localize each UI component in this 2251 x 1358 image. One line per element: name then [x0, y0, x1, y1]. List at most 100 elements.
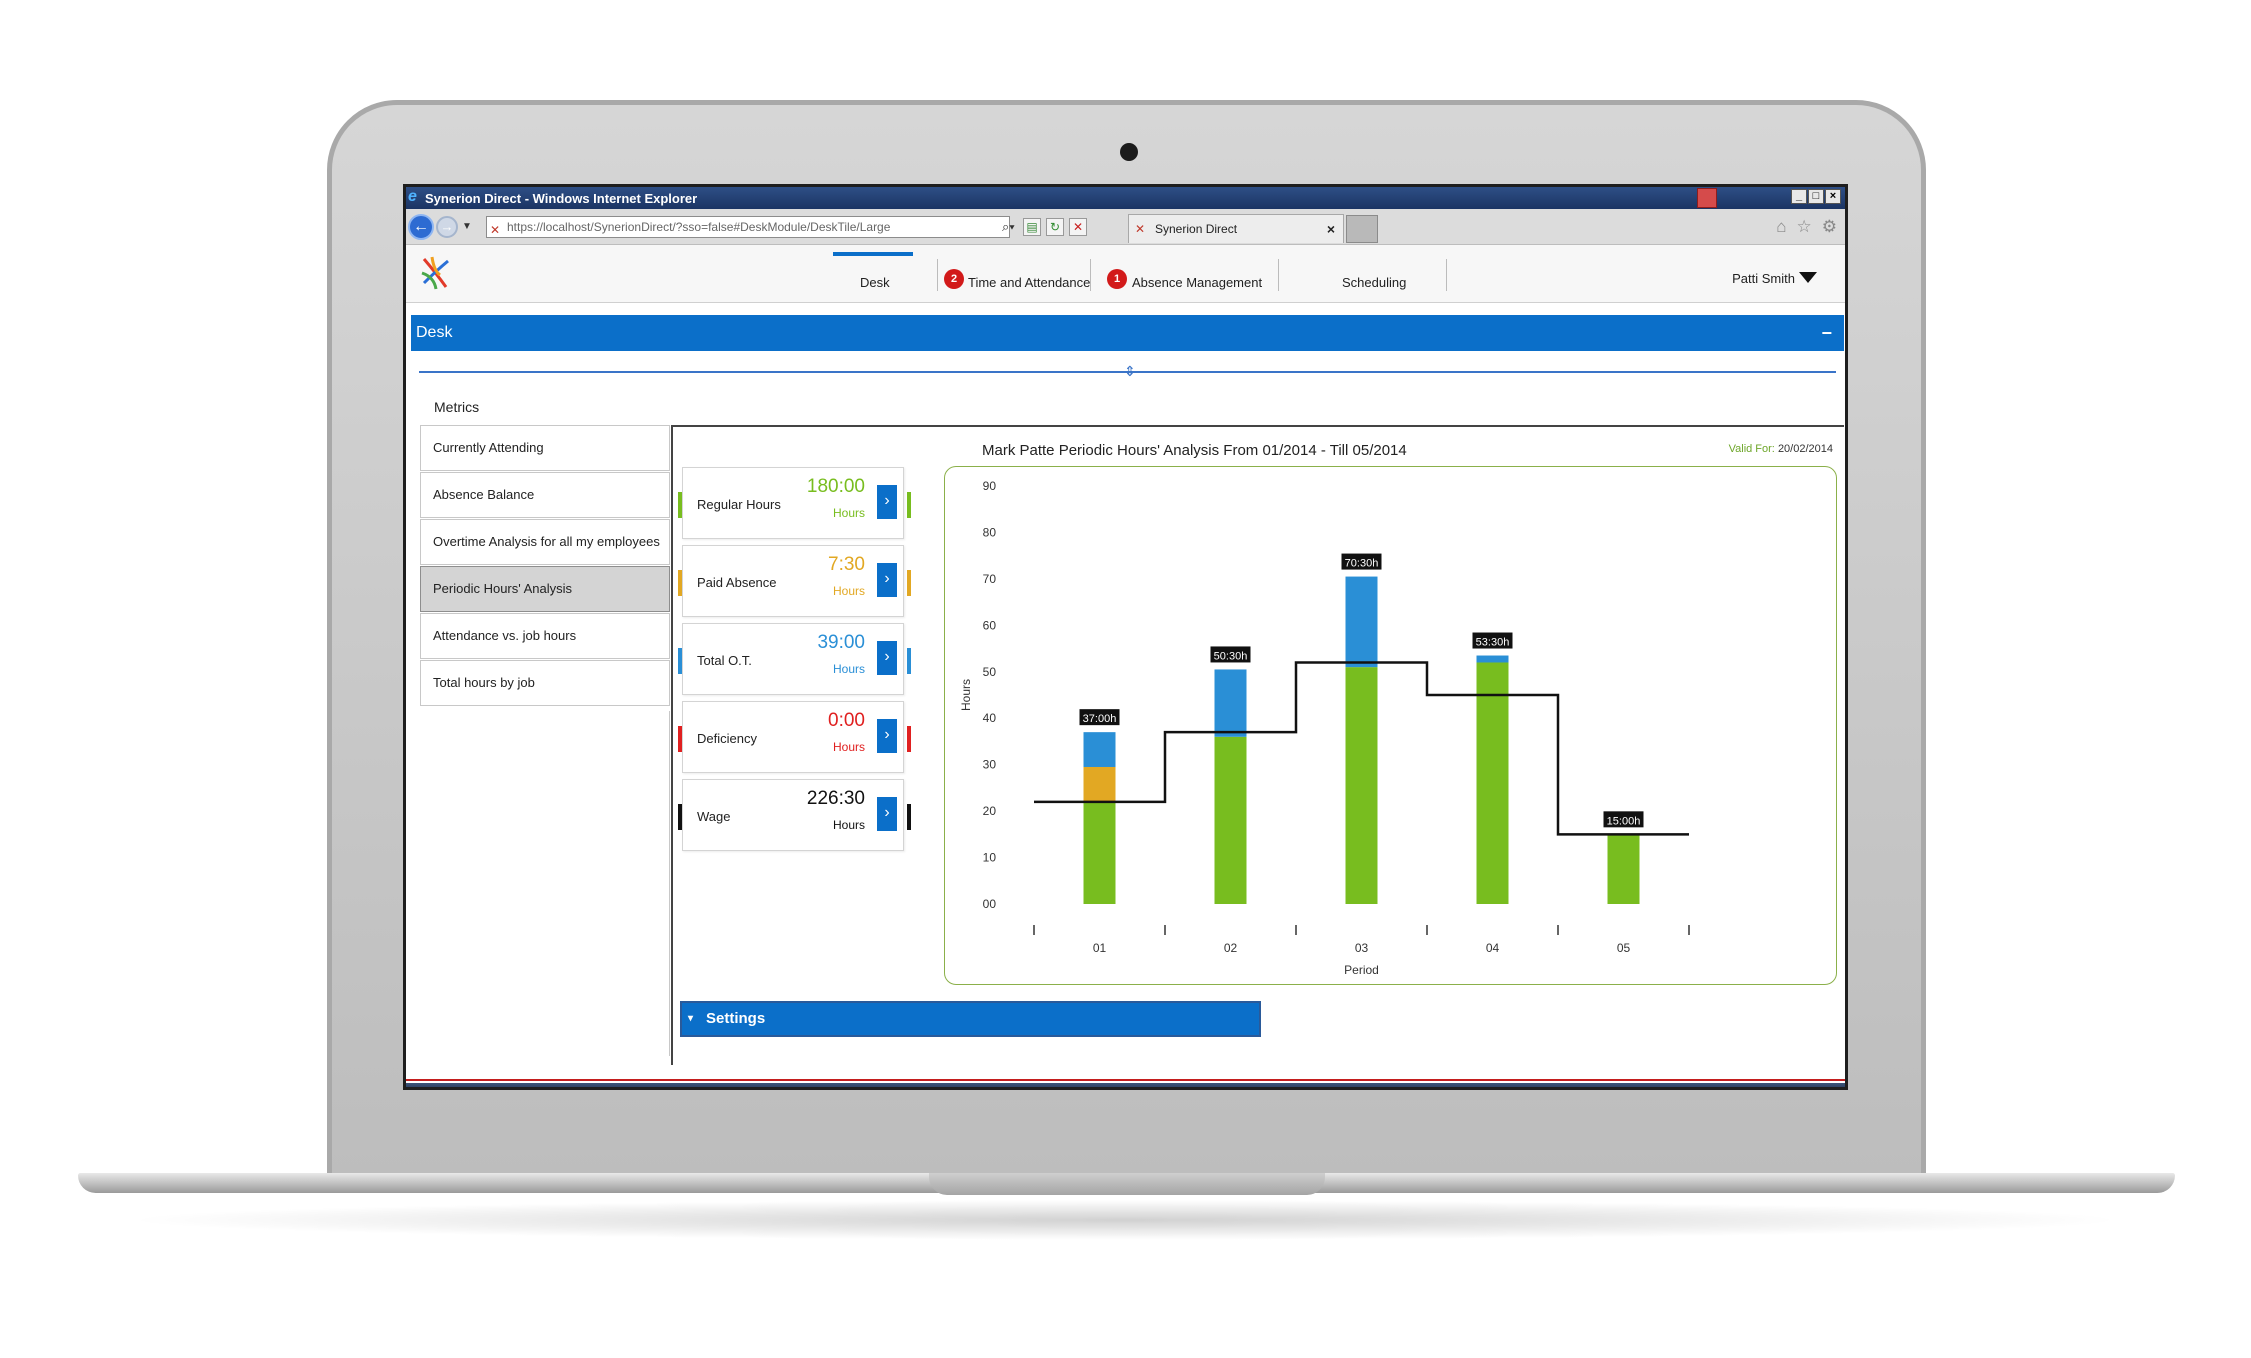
- kpi-unit: Hours: [832, 506, 865, 520]
- periodic-hours-chart: 00 10 20 30 40 50 60 70 80 90 Hours 01 02 03 04 05 Perio…: [959, 479, 1690, 977]
- settings-gear-icon[interactable]: ⚙: [1821, 217, 1837, 236]
- kpi-label: Regular Hours: [697, 497, 781, 512]
- metric-absence-balance[interactable]: Absence Balance: [420, 472, 670, 518]
- kpi-unit: Hours: [832, 818, 865, 832]
- nav-absence-management[interactable]: Absence Management: [1132, 275, 1263, 290]
- bar-segment: [1476, 662, 1509, 904]
- analysis-title: Mark Patte Periodic Hours' Analysis From…: [982, 442, 1407, 459]
- tab-favicon-icon: ✕: [1135, 222, 1146, 236]
- x-tick-label: 04: [1486, 941, 1500, 955]
- settings-label: Settings: [706, 1010, 766, 1027]
- nav-separator: [1446, 259, 1447, 291]
- browser-tab[interactable]: ✕ Synerion Direct ×: [1128, 214, 1344, 243]
- kpi-open-button[interactable]: ›: [877, 719, 897, 753]
- back-button[interactable]: ←: [408, 214, 434, 240]
- y-tick-label: 70: [983, 572, 997, 586]
- favorites-star-icon[interactable]: ☆: [1796, 217, 1812, 236]
- x-tick-label: 05: [1617, 941, 1631, 955]
- nav-desk[interactable]: Desk: [860, 275, 890, 290]
- tab-close-button[interactable]: ×: [1326, 221, 1335, 237]
- browser-address-area: ← → ▼ ✕ https://localhost/SynerionDirect…: [406, 209, 1845, 245]
- y-tick-label: 40: [983, 711, 997, 725]
- settings-bar[interactable]: ▾ Settings: [680, 1001, 1261, 1037]
- bar-segment: [1083, 766, 1116, 802]
- user-menu-caret-icon[interactable]: [1799, 272, 1817, 283]
- y-tick-label: 30: [983, 758, 997, 772]
- x-tick-label: 01: [1093, 941, 1107, 955]
- kpi-open-button[interactable]: ›: [877, 563, 897, 597]
- data-label: 70:30h: [1345, 558, 1379, 570]
- data-label-box: [1603, 811, 1644, 828]
- refresh-icon[interactable]: ↻: [1046, 218, 1064, 236]
- kpi-value: 7:30: [828, 554, 865, 575]
- y-tick-label: 80: [983, 525, 997, 539]
- valid-for: Valid For: 20/02/2014: [1729, 443, 1833, 455]
- window-layered-icon: [1697, 188, 1717, 208]
- metric-total-hours-by-job[interactable]: Total hours by job: [420, 660, 670, 706]
- stop-icon[interactable]: ✕: [1069, 218, 1087, 236]
- step-line: [1034, 661, 1689, 836]
- kpi-color-strip: [907, 804, 911, 830]
- nav-time-and-attendance[interactable]: Time and Attendance: [968, 275, 1091, 290]
- metric-periodic-hours-analysis[interactable]: Periodic Hours' Analysis: [420, 566, 670, 612]
- address-input[interactable]: ✕ https://localhost/SynerionDirect/?sso=…: [486, 216, 1010, 238]
- kpi-open-button[interactable]: ›: [877, 485, 897, 519]
- kpi-card-regular-hours: Regular Hours 180:00 Hours ›: [678, 467, 911, 539]
- splitter-handle-icon[interactable]: ⇕: [1124, 363, 1136, 379]
- bar-segment: [1345, 667, 1378, 904]
- maximize-button[interactable]: □: [1808, 189, 1824, 204]
- kpi-color-strip: [678, 804, 682, 830]
- valid-for-label: Valid For:: [1728, 443, 1775, 455]
- screen: e Synerion Direct - Windows Internet Exp…: [403, 184, 1848, 1090]
- webcam: [1120, 143, 1138, 161]
- kpi-card-total-ot: Total O.T. 39:00 Hours ›: [678, 623, 911, 695]
- active-tab-indicator: [833, 252, 913, 256]
- bar-segment: [1607, 834, 1640, 904]
- desk-section-bar: Desk −: [411, 315, 1844, 351]
- notification-badge: 1: [1107, 269, 1127, 289]
- y-tick-label: 50: [983, 665, 997, 679]
- bar-segment: [1345, 576, 1378, 668]
- data-label: 37:00h: [1083, 713, 1117, 725]
- nav-separator: [937, 259, 938, 291]
- kpi-color-strip: [678, 492, 682, 518]
- metrics-list-filler: [420, 711, 670, 1056]
- data-label-box: [1472, 632, 1513, 649]
- history-dropdown-icon[interactable]: ▼: [462, 221, 472, 232]
- compat-view-icon[interactable]: ▤: [1023, 218, 1041, 236]
- metrics-heading: Metrics: [434, 399, 480, 415]
- metric-detail-panel: [671, 425, 1844, 1065]
- kpi-open-button[interactable]: ›: [877, 641, 897, 675]
- search-icon[interactable]: ⌕▾: [1002, 219, 1015, 234]
- y-axis-label: Hours: [959, 679, 973, 711]
- settings-caret-icon: ▾: [688, 1013, 694, 1024]
- url-text: https://localhost/SynerionDirect/?sso=fa…: [507, 220, 891, 234]
- user-menu[interactable]: Patti Smith: [1732, 271, 1795, 286]
- y-tick-label: 20: [983, 804, 997, 818]
- minimize-button[interactable]: _: [1791, 189, 1807, 204]
- metric-overtime-analysis[interactable]: Overtime Analysis for all my employees: [420, 519, 670, 565]
- metric-currently-attending[interactable]: Currently Attending: [420, 425, 670, 471]
- kpi-label: Wage: [697, 809, 731, 824]
- window-controls: _ □ ×: [1791, 189, 1841, 204]
- app-header: Desk 2 Time and Attendance 1 Absence Man…: [406, 245, 1845, 303]
- x-axis-label: Period: [1344, 963, 1379, 977]
- x-tick-label: 02: [1224, 941, 1238, 955]
- notification-badge: 2: [944, 269, 964, 289]
- kpi-open-button[interactable]: ›: [877, 797, 897, 831]
- kpi-color-strip: [678, 726, 682, 752]
- laptop-shadow: [120, 1200, 2130, 1240]
- kpi-unit: Hours: [832, 584, 865, 598]
- home-icon[interactable]: ⌂: [1776, 217, 1787, 236]
- forward-button[interactable]: →: [436, 216, 458, 238]
- new-tab-button[interactable]: [1346, 215, 1378, 243]
- page-bottom-border: [406, 1079, 1845, 1081]
- metric-attendance-vs-job-hours[interactable]: Attendance vs. job hours: [420, 613, 670, 659]
- bar-segment: [1214, 736, 1247, 904]
- collapse-button[interactable]: −: [1821, 323, 1832, 343]
- x-tick-label: 03: [1355, 941, 1369, 955]
- close-window-button[interactable]: ×: [1825, 189, 1841, 204]
- nav-scheduling[interactable]: Scheduling: [1342, 275, 1407, 290]
- kpi-color-strip: [678, 570, 682, 596]
- kpi-color-strip: [907, 570, 911, 596]
